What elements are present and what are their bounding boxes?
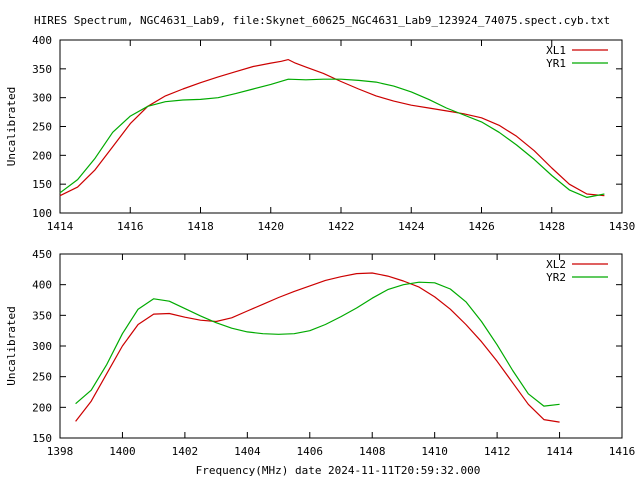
plot-frame (59, 39, 623, 214)
x-tick-label: 1422 (328, 220, 355, 233)
y-tick-label: 250 (32, 121, 52, 134)
y-tick-label: 400 (32, 34, 52, 47)
x-tick-label: 1402 (172, 445, 199, 458)
figure-title: HIRES Spectrum, NGC4631_Lab9, file:Skyne… (34, 14, 610, 27)
legend-label-xl2: XL2 (546, 258, 566, 271)
x-tick-label: 1420 (258, 220, 285, 233)
series-line-yr1 (59, 78, 605, 198)
top-panel: 1414 1416 1418 1420 1422 1424 1426 1428 1430 100 1… (5, 34, 635, 233)
x-tick-label: 1408 (359, 445, 386, 458)
y-tick-label: 200 (32, 401, 52, 414)
series-line-yr2 (75, 281, 560, 407)
x-tick-label: 1416 (117, 220, 144, 233)
legend-label-yr1: YR1 (546, 57, 566, 70)
y-tick-label: 300 (32, 340, 52, 353)
x-tick-label: 1418 (187, 220, 214, 233)
y-tick-label: 350 (32, 63, 52, 76)
y-tick-label: 400 (32, 279, 52, 292)
x-tick-label: 1406 (297, 445, 324, 458)
x-tick-label: 1412 (484, 445, 511, 458)
y-tick-label: 250 (32, 371, 52, 384)
y-tick-label: 200 (32, 149, 52, 162)
y-tick-label: 150 (32, 432, 52, 445)
x-tick-label: 1426 (468, 220, 495, 233)
legend-label-yr2: YR2 (546, 271, 566, 284)
x-tick-label: 1410 (421, 445, 448, 458)
x-tick-label: 1398 (47, 445, 74, 458)
x-axis-label: Frequency(MHz) date 2024-11-11T20:59:32.… (196, 464, 481, 477)
x-tick-label: 1424 (398, 220, 425, 233)
x-tick-label: 1414 (47, 220, 74, 233)
series-line-xl2 (75, 272, 560, 423)
x-tick-label: 1400 (109, 445, 136, 458)
x-tick-label: 1416 (609, 445, 636, 458)
plot-frame (59, 253, 623, 439)
y-tick-label: 350 (32, 309, 52, 322)
y-tick-label: 450 (32, 248, 52, 261)
y-axis-label: Uncalibrated (5, 306, 18, 385)
series-line-xl1 (59, 59, 605, 197)
x-tick-label: 1428 (539, 220, 566, 233)
y-axis-label: Uncalibrated (5, 87, 18, 166)
y-tick-label: 300 (32, 92, 52, 105)
legend-label-xl1: XL1 (546, 44, 566, 57)
x-tick-label: 1430 (609, 220, 636, 233)
bottom-panel: 1398 1400 1402 1404 1406 1408 1410 1412 1414 1416… (5, 248, 635, 458)
y-tick-label: 100 (32, 207, 52, 220)
x-tick-label: 1414 (546, 445, 573, 458)
y-tick-label: 150 (32, 178, 52, 191)
x-tick-label: 1404 (234, 445, 261, 458)
